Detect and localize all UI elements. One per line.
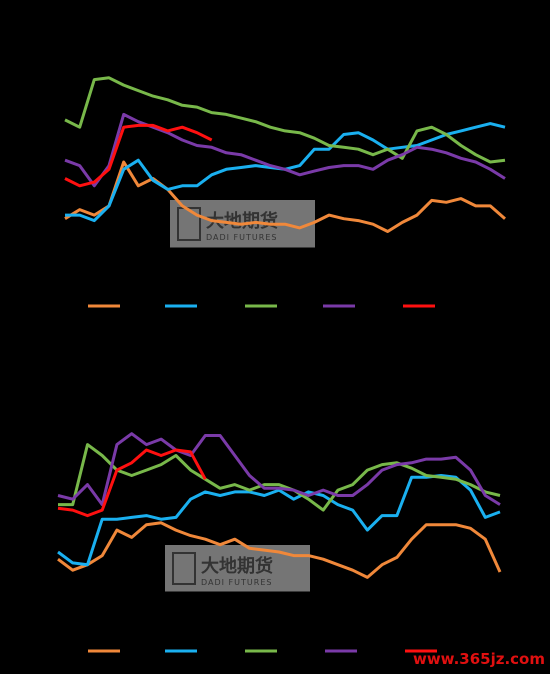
series-line [64, 123, 213, 188]
site-watermark: www.365jz.com [413, 650, 545, 668]
series-line [64, 112, 506, 188]
series-line [64, 76, 506, 164]
series-line [57, 521, 502, 579]
series-line [57, 432, 501, 507]
series-line [58, 443, 501, 512]
series-line [64, 160, 506, 233]
series-line [57, 448, 207, 518]
watermark-subtitle: DADI FUTURES [206, 233, 277, 242]
series-line [57, 474, 501, 567]
watermark-icon [172, 552, 196, 585]
watermark-icon [177, 207, 201, 241]
watermark-logo: 大地期货 [201, 555, 273, 577]
watermark-subtitle: DADI FUTURES [201, 578, 272, 587]
watermark-logo: 大地期货 [206, 210, 278, 232]
